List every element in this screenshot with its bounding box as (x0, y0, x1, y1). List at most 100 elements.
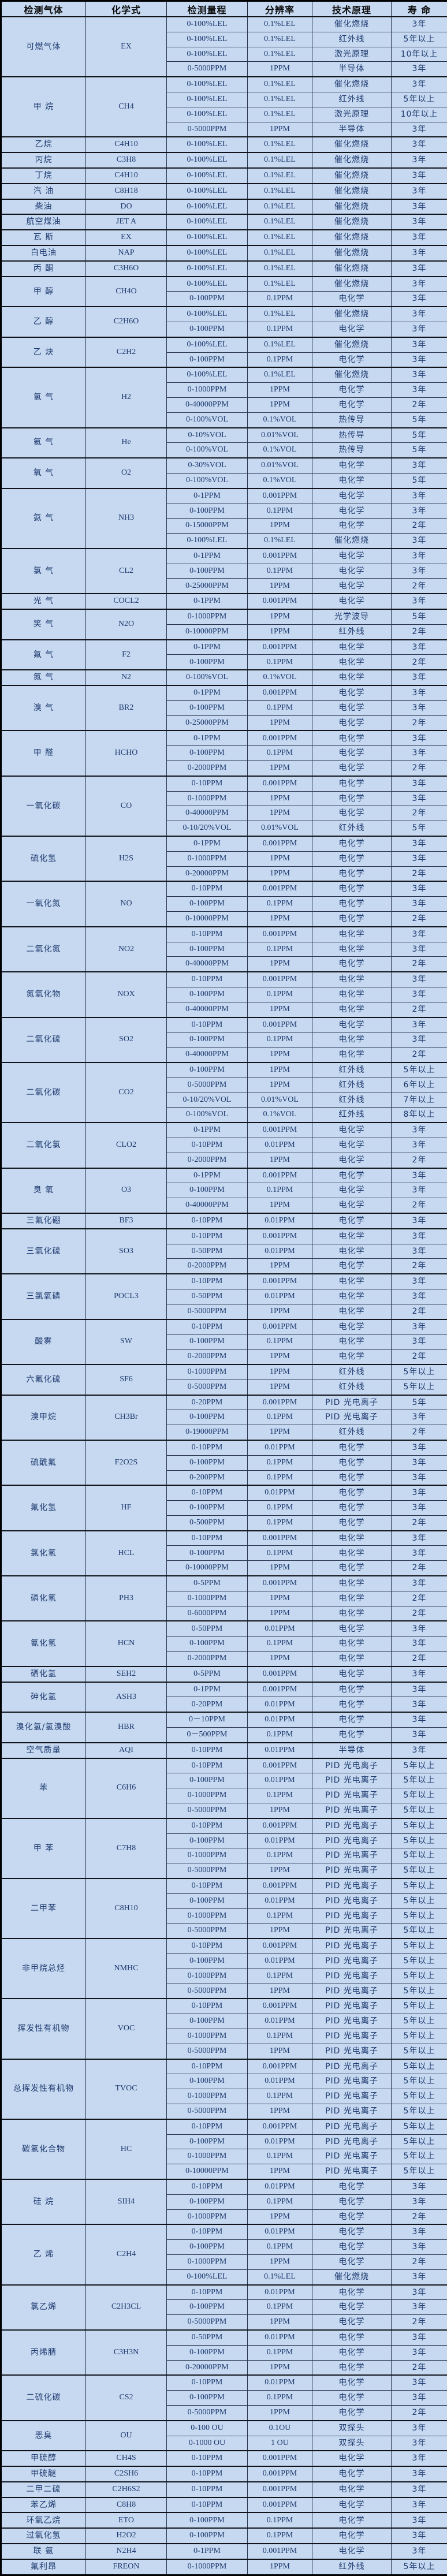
lifetime-cell: 3年 (392, 2482, 447, 2497)
principle-cell: 电化学 (312, 1244, 392, 1259)
resolution-cell: 1PPM (248, 2104, 312, 2119)
gas-name-cell: 二氧化氮 (1, 927, 86, 972)
lifetime-cell: 2年 (392, 1198, 447, 1213)
range-cell: 0-100%LEL (167, 17, 248, 32)
range-cell: 0-5000PPM (167, 2104, 248, 2119)
resolution-cell: 0.1PPM (248, 1410, 312, 1425)
principle-cell: 电化学 (312, 2360, 392, 2375)
formula-cell: C3H6O (86, 261, 167, 277)
principle-cell: PID 光电离子 (312, 1773, 392, 1788)
resolution-cell: 0.1%LEL (248, 245, 312, 261)
range-cell: 0-10PPM (167, 1938, 248, 1954)
range-cell: 0-100%LEL (167, 214, 248, 230)
resolution-cell: 0.001PPM (248, 1758, 312, 1773)
resolution-cell: 0.1PPM (248, 1501, 312, 1516)
range-cell: 0-40000PPM (167, 1002, 248, 1017)
range-cell: 0-100PPM (167, 897, 248, 912)
range-cell: 0-50PPM (167, 1621, 248, 1636)
gas-name-cell: 酸雾 (1, 1319, 86, 1365)
formula-cell: C8H8 (86, 2497, 167, 2513)
lifetime-cell: 3年 (392, 122, 447, 137)
resolution-cell: 0.1%VOL (248, 443, 312, 458)
range-cell: 0-1PPM (167, 685, 248, 700)
range-cell: 0-100PPM (167, 987, 248, 1002)
lifetime-cell: 2年 (392, 957, 447, 972)
lifetime-cell: 2年 (392, 1304, 447, 1319)
lifetime-cell: 5年以上 (392, 1984, 447, 1999)
lifetime-cell: 3年 (392, 62, 447, 77)
range-cell: 0-10PPM (167, 881, 248, 896)
principle-cell: 电化学 (312, 1576, 392, 1591)
resolution-cell: 1PPM (248, 1047, 312, 1063)
gas-name-cell: 三氯氧磷 (1, 1274, 86, 1319)
resolution-cell: 0.1PPM (248, 897, 312, 912)
column-header-3: 分辨率 (248, 1, 312, 17)
range-cell: 0-40000PPM (167, 806, 248, 821)
principle-cell: 电化学 (312, 1319, 392, 1334)
range-cell: 0-2000PPM (167, 761, 248, 776)
resolution-cell: 0.1%LEL (248, 367, 312, 382)
resolution-cell: 0.001PPM (248, 2119, 312, 2134)
range-cell: 0-10PPM (167, 776, 248, 791)
range-cell: 0-10PPM (167, 2451, 248, 2466)
resolution-cell: 0.01PPM (248, 2179, 312, 2194)
principle-cell: PID 光电离子 (312, 1984, 392, 1999)
principle-cell: 红外线 (312, 1425, 392, 1440)
resolution-cell: 0.1%LEL (248, 2269, 312, 2284)
lifetime-cell: 3年 (392, 1123, 447, 1138)
lifetime-cell: 2年 (392, 2209, 447, 2224)
range-cell: 0-100PPM (167, 2074, 248, 2089)
resolution-cell: 0.001PPM (248, 1938, 312, 1954)
formula-cell: NH3 (86, 489, 167, 549)
gas-name-cell: 砷化氢 (1, 1682, 86, 1713)
range-cell: 0-10PPM (167, 1017, 248, 1032)
principle-cell: 红外线 (312, 821, 392, 836)
resolution-cell: 1PPM (248, 761, 312, 776)
range-cell: 0-10000PPM (167, 624, 248, 639)
lifetime-cell: 3年 (392, 2179, 447, 2194)
principle-cell: 电化学 (312, 1501, 392, 1516)
range-cell: 0-1PPM (167, 1168, 248, 1183)
gas-name-cell: 氯化氢 (1, 1531, 86, 1576)
principle-cell: PID 光电离子 (312, 2029, 392, 2044)
gas-name-cell: 丙烯腈 (1, 2330, 86, 2375)
resolution-cell: 0.01PPM (248, 1893, 312, 1908)
range-cell: 0-100%LEL (167, 277, 248, 292)
resolution-cell: 1PPM (248, 609, 312, 624)
principle-cell: 电化学 (312, 2224, 392, 2239)
resolution-cell: 0.1%VOL (248, 412, 312, 427)
table-header-row: 检测气体化学式检测量程分辨率技术原理寿 命 (1, 1, 447, 17)
lifetime-cell: 3年 (392, 1017, 447, 1032)
lifetime-cell: 2年 (392, 1652, 447, 1667)
principle-cell: 电化学 (312, 2315, 392, 2330)
resolution-cell: 0.001PPM (248, 1682, 312, 1697)
principle-cell: 电化学 (312, 1485, 392, 1500)
principle-cell: PID 光电离子 (312, 1923, 392, 1938)
lifetime-cell: 2年 (392, 1259, 447, 1274)
resolution-cell: 0.001PPM (248, 1531, 312, 1546)
lifetime-cell: 3年 (392, 534, 447, 549)
resolution-cell: 0.001PPM (248, 927, 312, 942)
lifetime-cell: 3年 (392, 1576, 447, 1591)
principle-cell: 电化学 (312, 1470, 392, 1485)
principle-cell: 电化学 (312, 640, 392, 655)
lifetime-cell: 3年 (392, 2224, 447, 2239)
resolution-cell: 0.001PPM (248, 1395, 312, 1410)
gas-name-cell: 氧 气 (1, 458, 86, 489)
lifetime-cell: 3年 (392, 2391, 447, 2406)
range-cell: 0-100PPM (167, 1546, 248, 1561)
range-cell: 0-5000PPM (167, 1863, 248, 1878)
range-cell: 0-10PPM (167, 927, 248, 942)
lifetime-cell: 5年以上 (392, 92, 447, 107)
gas-name-cell: 氟化氢 (1, 1485, 86, 1530)
principle-cell: PID 光电离子 (312, 1410, 392, 1425)
principle-cell: 电化学 (312, 1561, 392, 1576)
gas-name-cell: 溴甲烷 (1, 1395, 86, 1440)
